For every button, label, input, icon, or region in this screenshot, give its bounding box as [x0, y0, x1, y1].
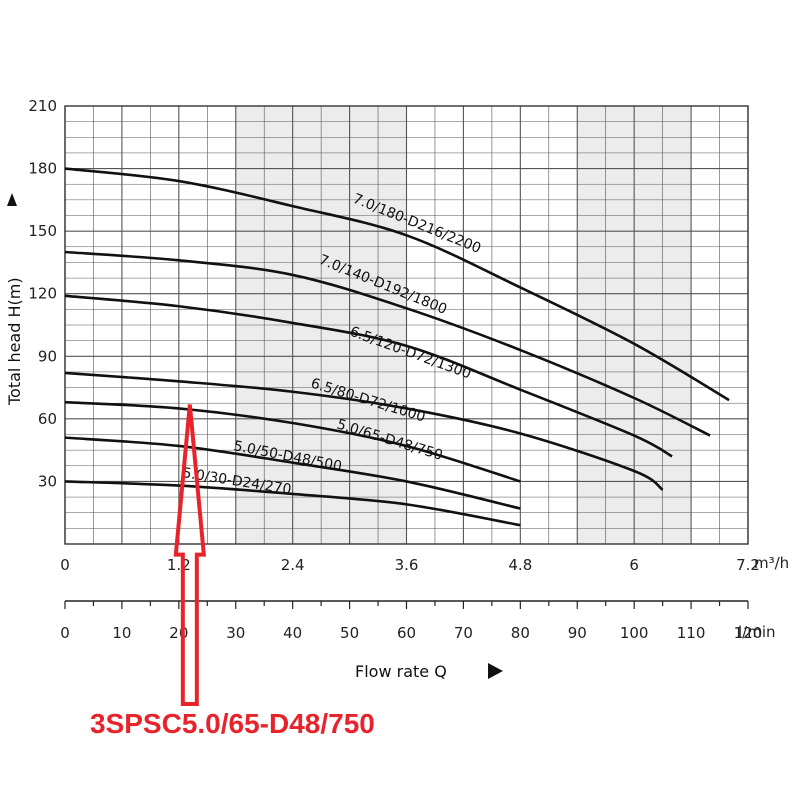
- x2-tick-110: 110: [677, 624, 706, 642]
- x2-tick-60: 60: [397, 624, 416, 642]
- x2-tick-80: 80: [511, 624, 530, 642]
- curve-4: [64, 400, 521, 483]
- performance-curves: [64, 167, 730, 527]
- x-tick-3.6: 3.6: [395, 556, 419, 574]
- model-annotation: 3SPSC5.0/65-D48/750: [90, 708, 375, 739]
- x2-unit-label: l/min: [738, 623, 776, 641]
- x2-tick-100: 100: [620, 624, 649, 642]
- x-tick-7.2: 7.2: [736, 556, 760, 574]
- y-axis-arrow-icon: [7, 193, 17, 206]
- x2-tick-90: 90: [568, 624, 587, 642]
- y-axis-title: Total head H(m): [5, 277, 24, 406]
- curve-0: [64, 167, 730, 402]
- curve-5: [64, 436, 521, 510]
- x-tick-2.4: 2.4: [281, 556, 305, 574]
- x2-tick-20: 20: [169, 624, 188, 642]
- y-tick-labels: 30 60 90 120 150 180 210: [28, 97, 57, 490]
- curve-1: [64, 250, 711, 437]
- x-axis-title: Flow rate Q: [355, 662, 447, 681]
- x2-tick-50: 50: [340, 624, 359, 642]
- y-tick-60: 60: [38, 410, 57, 428]
- y-tick-120: 120: [28, 285, 57, 303]
- x2-tick-0: 0: [60, 624, 70, 642]
- x-tick-4.8: 4.8: [508, 556, 532, 574]
- x-unit-label: m³/h: [754, 554, 789, 572]
- y-tick-90: 90: [38, 347, 57, 365]
- x-tick-labels: 0 1.2 2.4 3.6 4.8 6 7.2: [60, 556, 760, 574]
- curve-6: [64, 480, 521, 527]
- red-arrow-icon: [173, 404, 207, 706]
- y-tick-150: 150: [28, 222, 57, 240]
- x-tick-0: 0: [60, 556, 70, 574]
- x2-tick-40: 40: [283, 624, 302, 642]
- plot-frame: [64, 105, 749, 545]
- x-tick-6: 6: [629, 556, 639, 574]
- secondary-x-axis: 0 10 20 30 40 50 60 70 80 90 100 110 120: [60, 600, 763, 642]
- x-axis-arrow-icon: [488, 663, 503, 679]
- x2-tick-120: 120: [734, 624, 763, 642]
- x2-tick-10: 10: [112, 624, 131, 642]
- x2-tick-30: 30: [226, 624, 245, 642]
- y-tick-180: 180: [28, 160, 57, 178]
- y-tick-30: 30: [38, 472, 57, 490]
- y-tick-210: 210: [28, 97, 57, 115]
- x2-tick-70: 70: [454, 624, 473, 642]
- curve-3: [64, 371, 664, 491]
- curve-2: [64, 294, 673, 458]
- x-tick-1.2: 1.2: [167, 556, 191, 574]
